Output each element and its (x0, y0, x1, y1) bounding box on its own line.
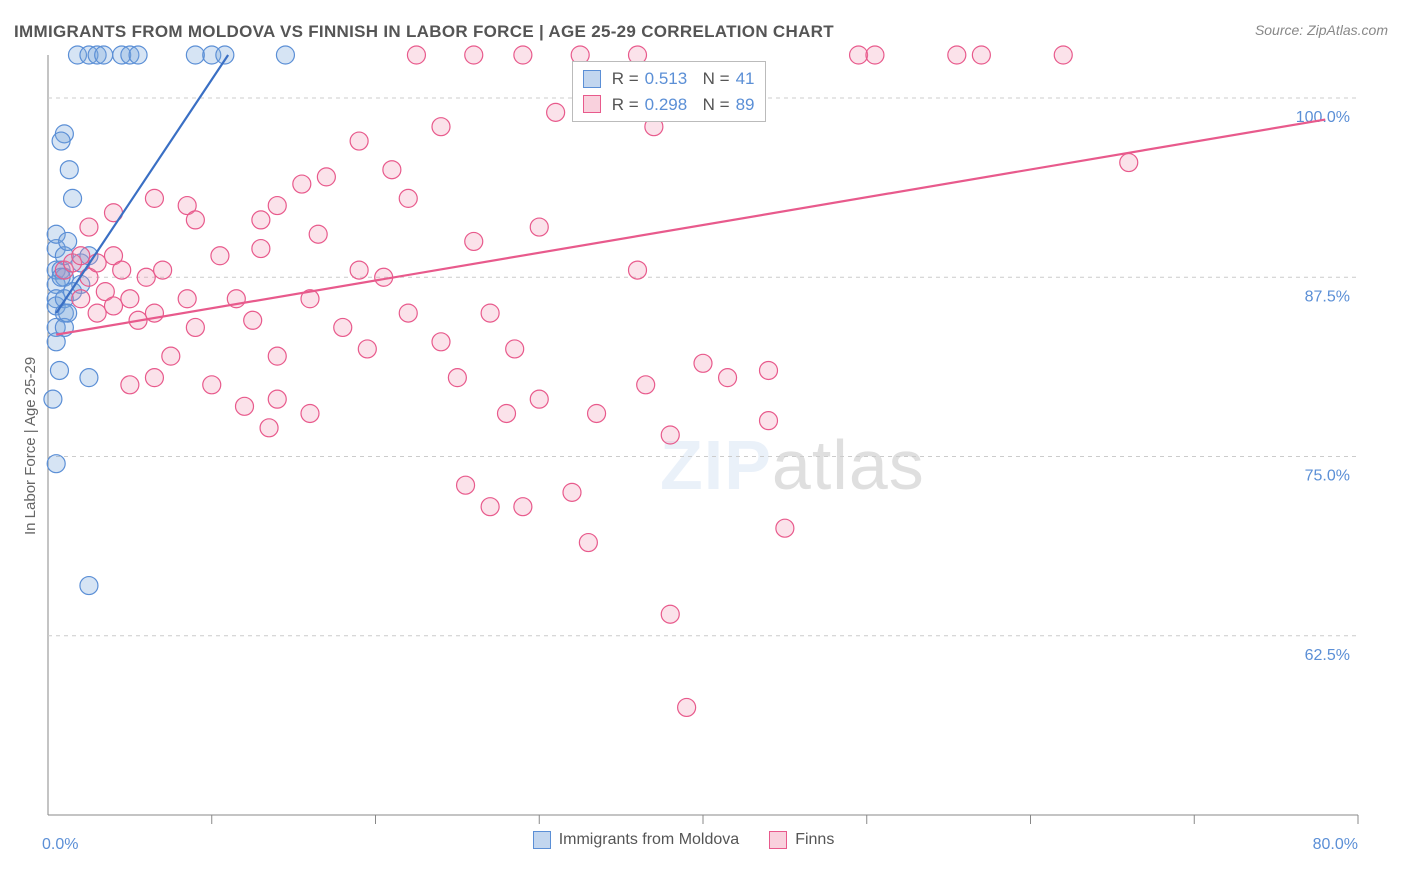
legend-swatch (583, 95, 601, 113)
legend-swatch (583, 70, 601, 88)
legend-bottom: Immigrants from Moldova Finns (533, 831, 835, 849)
legend-label: Finns (795, 831, 834, 849)
y-axis-label: In Labor Force | Age 25-29 (22, 357, 39, 535)
legend-row: R = 0.298 N = 89 (583, 92, 755, 118)
svg-text:80.0%: 80.0% (1313, 836, 1358, 853)
legend-swatch (533, 831, 551, 849)
legend-r-value: 0.513 (645, 66, 688, 92)
svg-text:62.5%: 62.5% (1305, 647, 1350, 664)
legend-top: R = 0.513 N = 41 R = 0.298 N = 89 (572, 61, 766, 122)
legend-n-label: N = (693, 92, 729, 118)
legend-label: Immigrants from Moldova (559, 831, 740, 849)
legend-item: Immigrants from Moldova (533, 831, 740, 849)
legend-swatch (769, 831, 787, 849)
legend-n-value: 89 (736, 92, 755, 118)
chart-svg: 62.5%75.0%87.5%100.0%0.0%80.0% (0, 0, 1406, 892)
svg-text:75.0%: 75.0% (1305, 468, 1350, 485)
chart-container: IMMIGRANTS FROM MOLDOVA VS FINNISH IN LA… (0, 0, 1406, 892)
legend-r-label: R = (607, 92, 639, 118)
legend-row: R = 0.513 N = 41 (583, 66, 755, 92)
legend-r-value: 0.298 (645, 92, 688, 118)
svg-text:87.5%: 87.5% (1305, 288, 1350, 305)
svg-text:0.0%: 0.0% (42, 836, 78, 853)
legend-r-label: R = (607, 66, 639, 92)
legend-n-label: N = (693, 66, 729, 92)
legend-item: Finns (769, 831, 834, 849)
legend-n-value: 41 (736, 66, 755, 92)
